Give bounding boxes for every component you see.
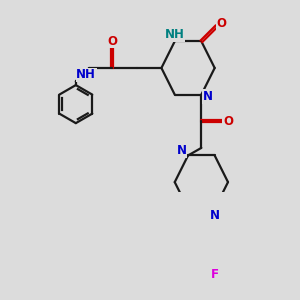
Text: O: O [216,17,226,30]
Text: N: N [210,209,220,222]
Text: NH: NH [76,68,96,81]
Text: NH: NH [165,28,185,41]
Text: F: F [211,268,219,281]
Text: N: N [203,90,213,103]
Text: O: O [223,115,233,128]
Text: O: O [107,35,117,48]
Text: N: N [176,144,186,157]
